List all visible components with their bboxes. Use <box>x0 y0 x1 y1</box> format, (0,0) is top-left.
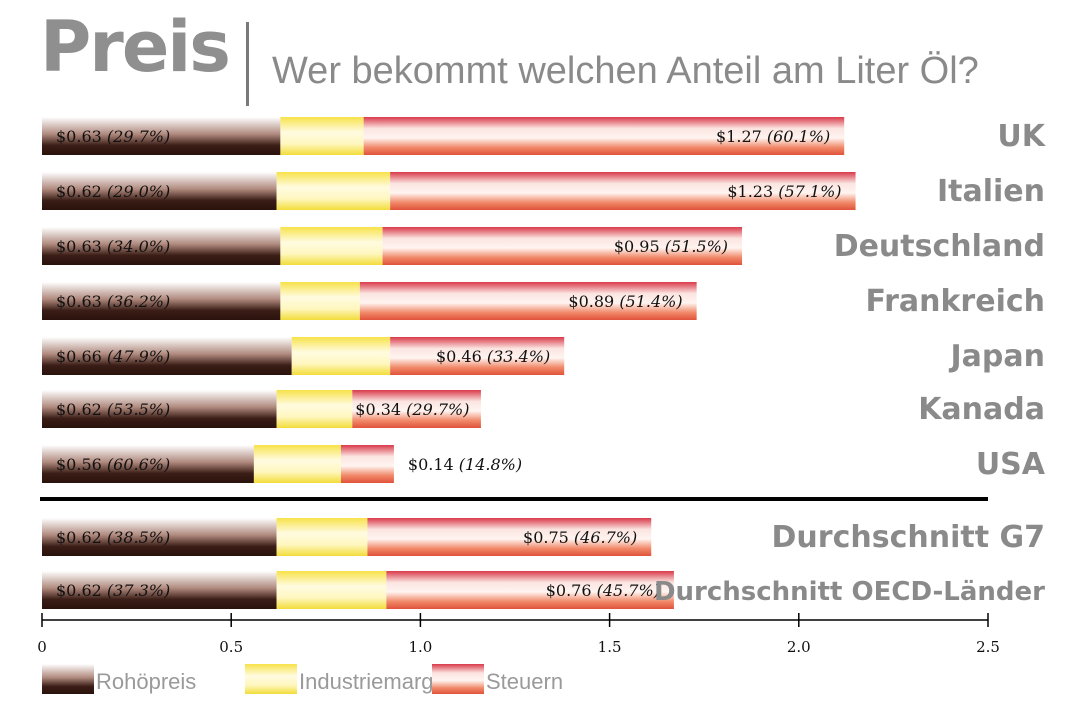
bar-frankreich-steuern <box>359 282 697 320</box>
group-separator <box>40 497 988 501</box>
value-label-japan-rohoepreis: $0.66 (47.9%) <box>56 347 170 366</box>
category-label-frankreich: Frankreich <box>866 284 1046 319</box>
title-divider <box>246 22 249 106</box>
bar-uk-steuern <box>363 117 845 155</box>
value-label-usa-rohoepreis: $0.56 (60.6%) <box>56 455 170 474</box>
value-label-uk-rohoepreis: $0.63 (29.7%) <box>56 127 170 146</box>
bar-japan-steuern <box>390 337 565 375</box>
category-label-durchschnitt-oecd-laender: Durchschnitt OECD-Länder <box>654 577 1045 607</box>
bar-usa-steuern <box>340 445 394 483</box>
value-label-deutschland-rohoepreis: $0.63 (34.0%) <box>56 237 170 256</box>
bar-kanada-rohoepreis <box>42 390 277 428</box>
x-tick-label-0: 0 <box>37 638 47 656</box>
category-label-deutschland: Deutschland <box>834 229 1045 264</box>
value-label-frankreich-steuern: $0.89 (51.4%) <box>568 292 682 311</box>
category-label-kanada: Kanada <box>918 392 1045 427</box>
value-label-durchschnitt-g7-steuern: $0.75 (46.7%) <box>523 528 637 547</box>
legend-label-steuern: Steuern <box>486 669 563 694</box>
bar-frankreich-industriemarge <box>280 282 360 320</box>
bar-usa-rohoepreis <box>42 445 254 483</box>
category-label-usa: USA <box>976 447 1046 482</box>
x-tick-label-3: 1.5 <box>598 638 622 656</box>
category-label-japan: Japan <box>949 339 1045 374</box>
x-tick-label-5: 2.5 <box>976 638 1000 656</box>
bar-usa-industriemarge <box>253 445 341 483</box>
bar-italien-industriemarge <box>276 172 391 210</box>
bar-japan-industriemarge <box>291 337 391 375</box>
value-label-durchschnitt-oecd-laender-steuern: $0.76 (45.7%) <box>546 581 660 600</box>
bar-durchschnitt-g7-industriemarge <box>276 518 368 556</box>
x-tick-label-1: 0.5 <box>219 638 243 656</box>
legend-label-rohoepreis: Rohöpreis <box>96 669 196 694</box>
x-tick-label-4: 2.0 <box>787 638 811 656</box>
bar-durchschnitt-g7-rohoepreis <box>42 518 277 556</box>
bar-deutschland-rohoepreis <box>42 227 281 265</box>
value-label-usa-steuern: $0.14 (14.8%) <box>408 455 522 474</box>
bar-japan-rohoepreis <box>42 337 292 375</box>
bar-durchschnitt-oecd-laender-industriemarge <box>276 571 387 609</box>
bar-deutschland-industriemarge <box>280 227 383 265</box>
bar-kanada-steuern <box>352 390 481 428</box>
bar-kanada-industriemarge <box>276 390 353 428</box>
x-tick-label-2: 1.0 <box>408 638 432 656</box>
value-label-frankreich-rohoepreis: $0.63 (36.2%) <box>56 292 170 311</box>
value-label-deutschland-steuern: $0.95 (51.5%) <box>614 237 728 256</box>
value-label-italien-rohoepreis: $0.62 (29.0%) <box>56 182 170 201</box>
bar-durchschnitt-oecd-laender-rohoepreis <box>42 571 277 609</box>
value-label-uk-steuern: $1.27 (60.1%) <box>716 127 830 146</box>
chart-title: Preis <box>40 6 231 88</box>
legend-swatch-steuern <box>432 664 484 694</box>
bar-uk-rohoepreis <box>42 117 281 155</box>
bar-uk-industriemarge <box>280 117 364 155</box>
value-label-durchschnitt-g7-rohoepreis: $0.62 (38.5%) <box>56 528 170 547</box>
chart-subtitle: Wer bekommt welchen Anteil am Liter Öl? <box>272 50 979 92</box>
bar-italien-steuern <box>390 172 856 210</box>
category-label-italien: Italien <box>937 174 1045 209</box>
value-label-kanada-steuern: $0.34 (29.7%) <box>355 400 469 419</box>
category-label-uk: UK <box>997 119 1046 154</box>
value-label-kanada-rohoepreis: $0.62 (53.5%) <box>56 400 170 419</box>
value-label-italien-steuern: $1.23 (57.1%) <box>727 182 841 201</box>
bar-durchschnitt-g7-steuern <box>367 518 652 556</box>
legend-swatch-industriemarge <box>245 664 297 694</box>
bar-frankreich-rohoepreis <box>42 282 281 320</box>
legend-swatch-rohoepreis <box>42 664 94 694</box>
bar-deutschland-steuern <box>382 227 743 265</box>
category-label-durchschnitt-g7: Durchschnitt G7 <box>772 520 1045 555</box>
bar-durchschnitt-oecd-laender-steuern <box>386 571 674 609</box>
value-label-durchschnitt-oecd-laender-rohoepreis: $0.62 (37.3%) <box>56 581 170 600</box>
bar-italien-rohoepreis <box>42 172 277 210</box>
value-label-japan-steuern: $0.46 (33.4%) <box>436 347 550 366</box>
legend-label-industriemarge: Industriemarge <box>299 669 446 694</box>
